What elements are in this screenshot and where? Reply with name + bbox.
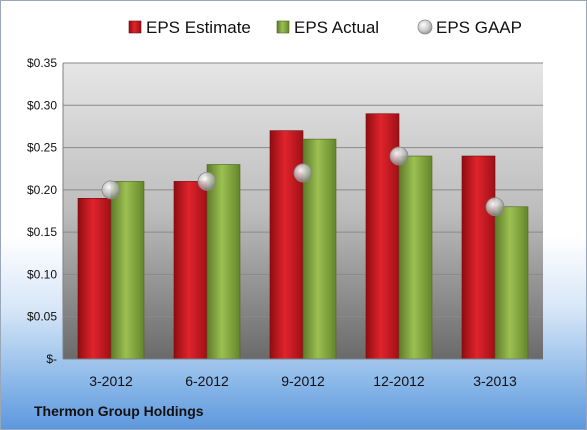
marker-eps-gaap <box>293 163 313 183</box>
bar-eps-actual <box>398 155 433 360</box>
y-tick-label: $0.05 <box>27 310 57 324</box>
x-tick-label: 6-2012 <box>185 373 229 389</box>
y-tick-label: $0.35 <box>27 56 57 70</box>
legend-eps-gaap-label: EPS GAAP <box>436 18 522 37</box>
marker-eps-gaap <box>197 171 217 191</box>
bar-eps-estimate <box>461 155 496 360</box>
y-tick-label: $0.25 <box>27 141 57 155</box>
y-tick-label: $0.15 <box>27 225 57 239</box>
x-tick-label: 9-2012 <box>281 373 325 389</box>
legend-eps-estimate-label: EPS Estimate <box>146 18 251 37</box>
marker-eps-gaap <box>389 146 409 166</box>
legend-eps-actual: EPS Actual <box>276 18 379 37</box>
marker-eps-gaap <box>485 197 505 217</box>
legend-eps-actual-label: EPS Actual <box>294 18 379 37</box>
bar-eps-estimate <box>173 181 208 360</box>
y-tick-label: $- <box>46 352 57 366</box>
legend-eps-gaap-swatch <box>417 19 433 35</box>
x-tick-label: 3-2013 <box>473 373 517 389</box>
bar-eps-actual <box>110 181 145 360</box>
legend-eps-estimate: EPS Estimate <box>128 18 251 37</box>
legend-eps-estimate-swatch <box>128 20 142 34</box>
legend-eps-actual-swatch <box>276 20 290 34</box>
y-tick-label: $0.10 <box>27 267 57 281</box>
bar-eps-actual <box>206 164 241 360</box>
company-name: Thermon Group Holdings <box>34 403 204 419</box>
y-tick-label: $0.30 <box>27 98 57 112</box>
bar-eps-estimate <box>269 130 304 360</box>
bar-eps-actual <box>494 206 529 360</box>
legend-eps-gaap: EPS GAAP <box>417 18 522 37</box>
y-tick-label: $0.20 <box>27 183 57 197</box>
x-tick-label: 12-2012 <box>373 373 425 389</box>
marker-eps-gaap <box>101 180 121 200</box>
x-tick-label: 3-2012 <box>89 373 133 389</box>
bar-eps-estimate <box>77 198 112 360</box>
